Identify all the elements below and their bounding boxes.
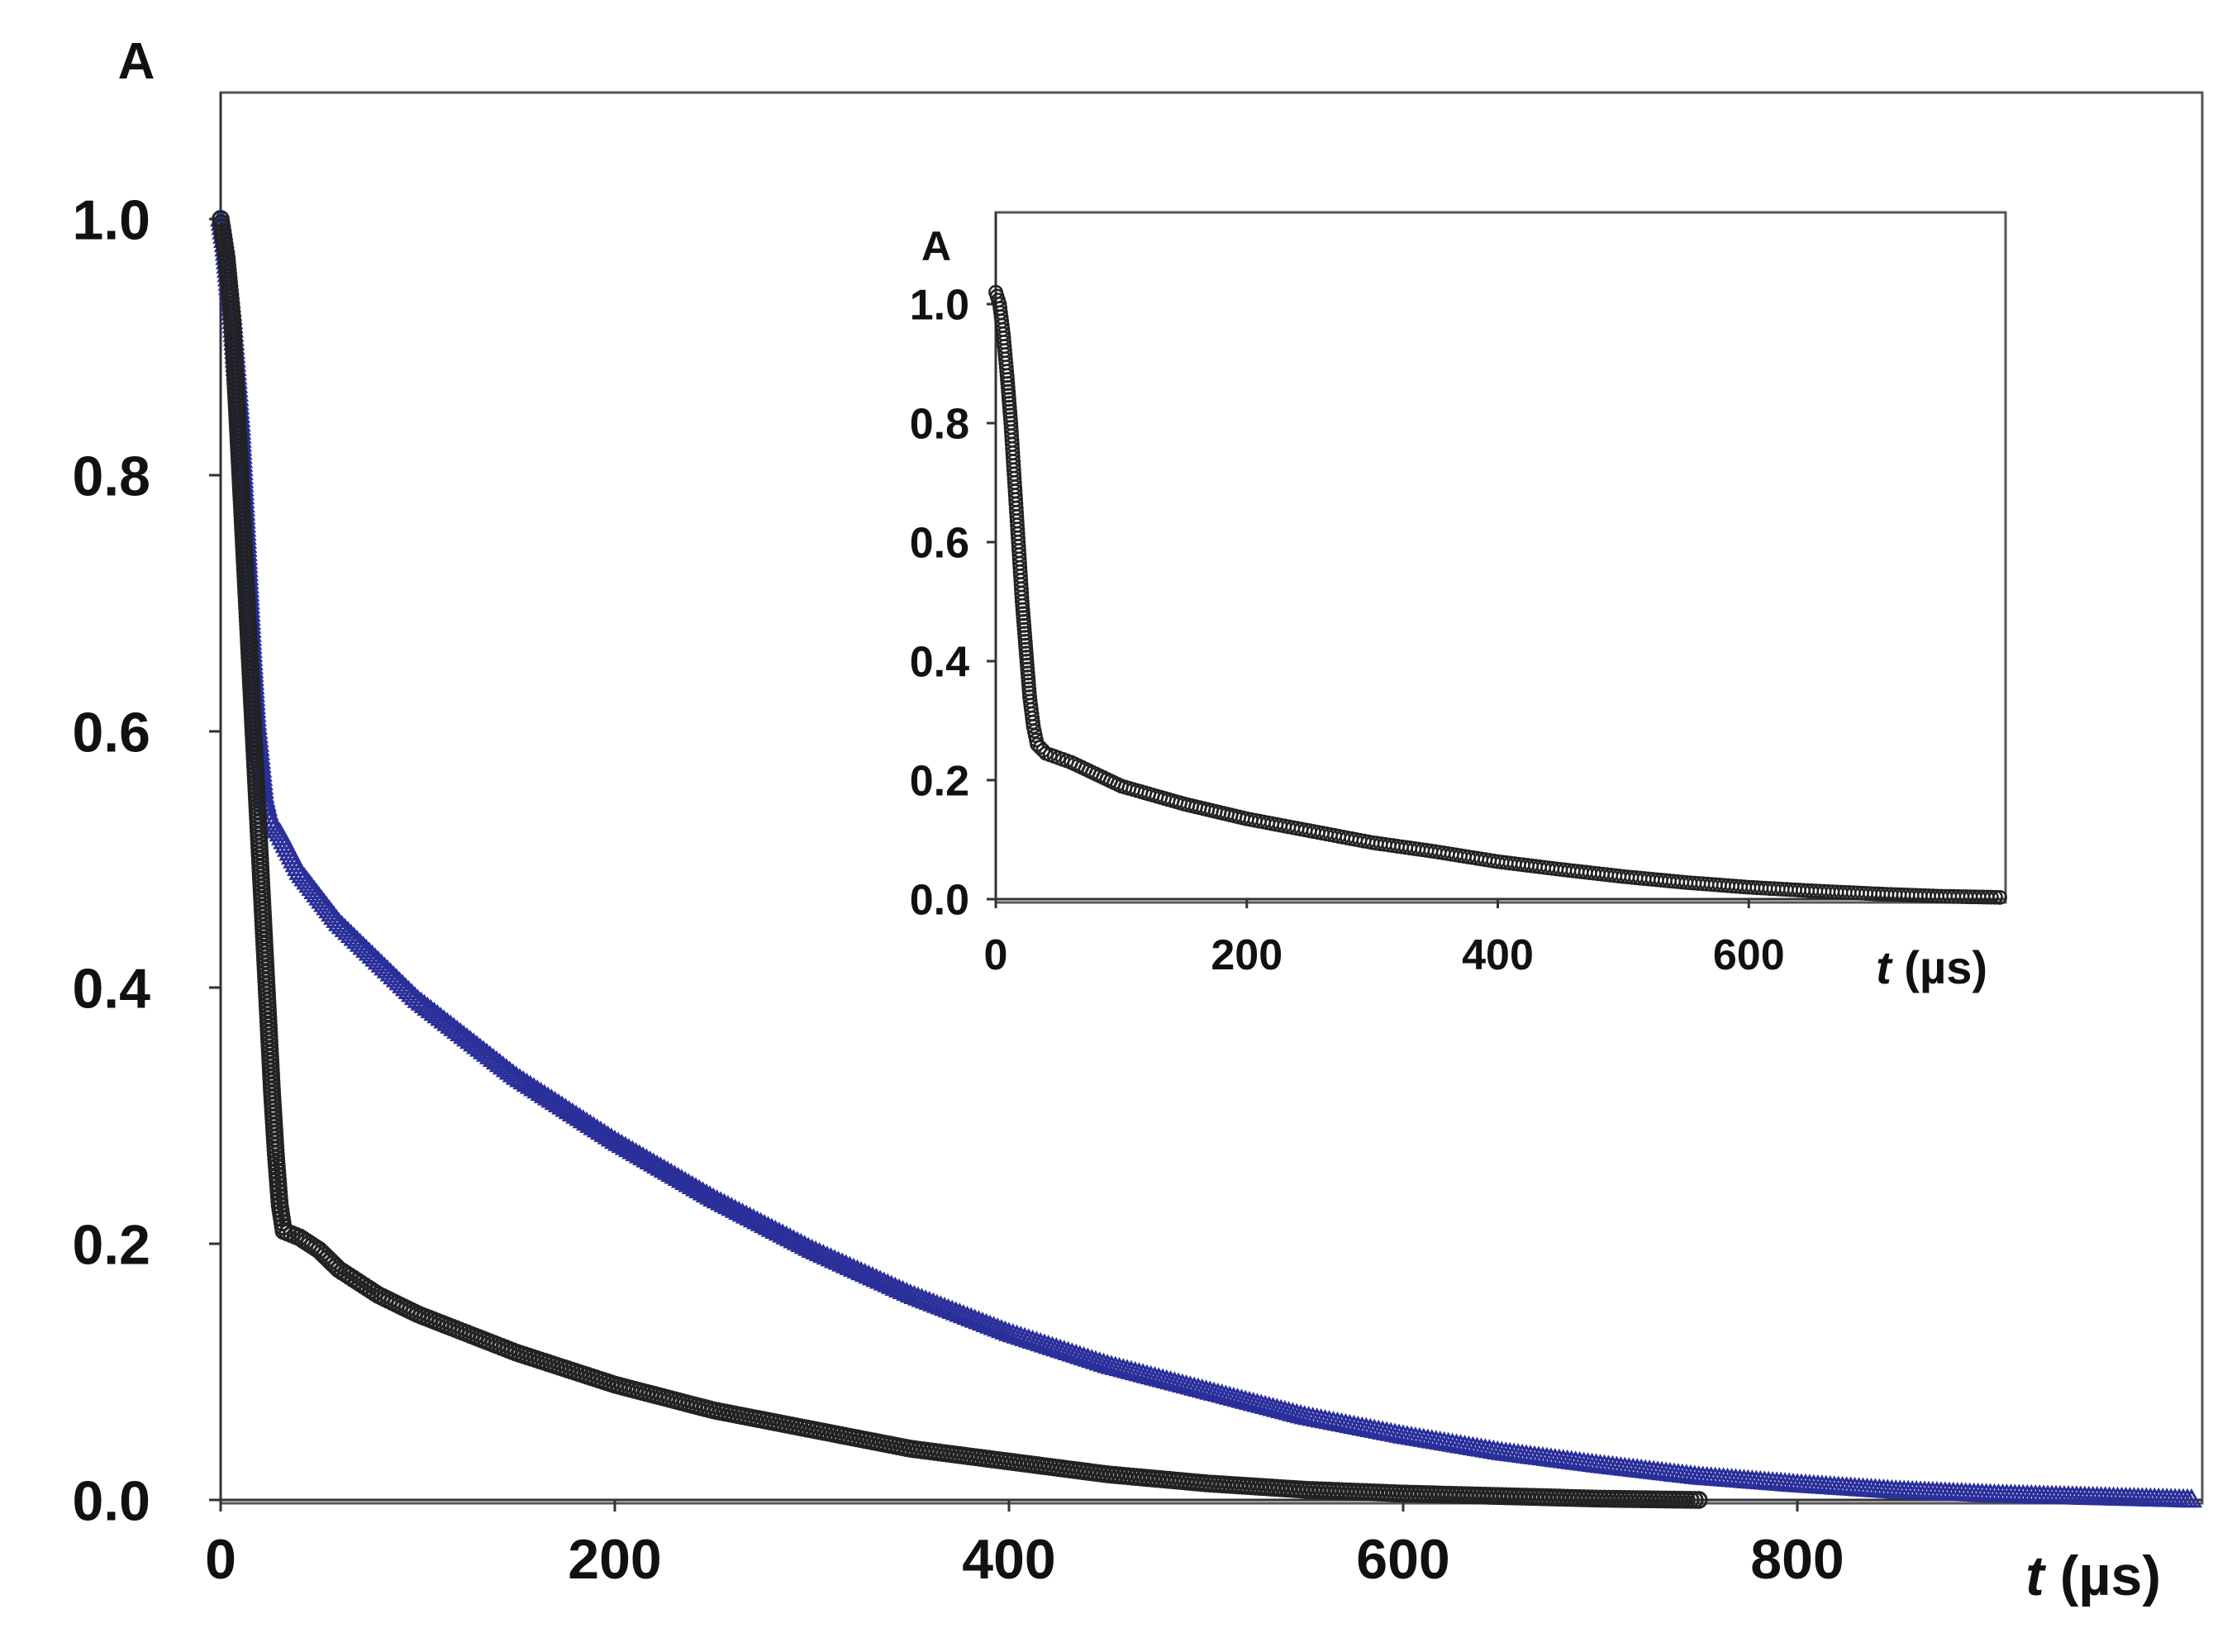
main-x-axis-variable: t [2025,1545,2046,1607]
main-x-axis-label: t (µs) [2025,1545,2161,1607]
main-y-tick-label: 0.0 [72,1469,150,1532]
inset-x-axis-variable: t [1876,941,1893,993]
main-series-1 [212,210,1708,1509]
main-x-tick-label: 800 [1750,1528,1844,1591]
main-x-tick-label: 400 [962,1528,1055,1591]
main-x-axis-unit: (µs) [2044,1545,2161,1607]
inset-y-tick-label: 0.4 [910,639,969,687]
inset-plot-frame [994,211,2007,904]
main-y-tick-label: 0.2 [72,1213,150,1276]
inset-chart: 0 200 400 600 0.0 0.2 0.4 0.6 0.8 1.0 [910,212,2007,979]
inset-data-point [1988,889,2003,905]
inset-y-tick-label: 0.2 [910,758,969,806]
inset-y-tick-label: 0.8 [910,401,969,449]
main-y-axis-label: A [118,33,155,90]
inset-y-tick-label: 0.0 [910,877,969,925]
inset-x-axis-label: t (µs) [1876,941,1987,993]
inset-x-tick-label: 200 [1211,931,1283,979]
inset-data-point [1983,889,1999,905]
inset-series-0 [988,284,2007,905]
main-chart: 0 200 400 600 800 0.0 0.2 0.4 0.6 0.8 1.0 [72,93,2203,1591]
inset-y-axis-label: A [921,223,951,269]
main-x-tick-label: 600 [1356,1528,1449,1591]
main-y-tick-label: 1.0 [72,188,150,251]
main-y-tick-label: 0.6 [72,701,150,764]
main-y-tick-label: 0.4 [72,957,150,1020]
main-x-tick-label: 0 [205,1528,236,1591]
inset-x-tick-label: 400 [1462,931,1534,979]
inset-data-point [1992,889,2007,905]
inset-x-tick-label: 0 [984,931,1008,979]
inset-y-tick-label: 0.6 [910,520,969,568]
main-x-tick-label: 200 [568,1528,661,1591]
main-y-tick-label: 0.8 [72,445,150,507]
inset-y-tick-label: 1.0 [910,282,969,330]
main-data-point [1689,1491,1708,1509]
inset-x-tick-label: 600 [1713,931,1785,979]
main-data-point [2180,1488,2203,1508]
inset-x-axis-unit: (µs) [1892,941,1987,993]
